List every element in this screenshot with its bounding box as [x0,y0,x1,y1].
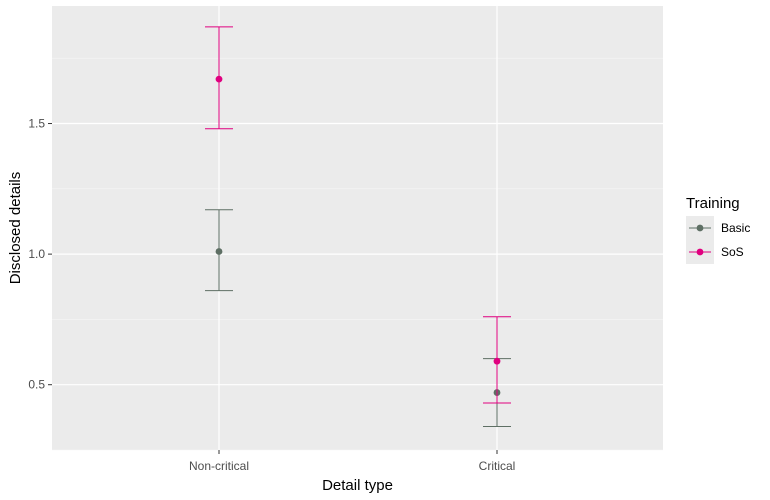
legend-key-point [696,224,704,232]
data-point [493,357,501,365]
legend-key-point [696,248,704,256]
legend-title: Training [686,195,740,212]
y-axis-title: Disclosed details [7,172,24,285]
y-tick-label: 1.5 [28,117,45,131]
legend-items: Basic SoS [686,216,750,264]
x-axis-title: Detail type [322,477,393,494]
plot-panel [52,6,663,450]
x-tick-label: Non-critical [189,459,249,473]
y-tick-label: 1.0 [28,247,45,261]
data-series [205,26,511,427]
data-point [215,75,223,83]
x-axis-ticks: Non-critical Critical [189,450,515,473]
legend-item-sos: SoS [686,240,744,264]
grid-lines [52,6,663,451]
series-sos [205,26,511,404]
x-tick-label: Critical [479,459,516,473]
y-axis-ticks: 0.5 1.0 1.5 [28,117,52,392]
legend-label: SoS [721,245,744,259]
legend: Training Basic SoS [686,195,750,264]
data-point [215,248,223,255]
y-tick-label: 0.5 [28,378,45,392]
legend-label: Basic [721,221,750,235]
legend-item-basic: Basic [686,216,750,240]
